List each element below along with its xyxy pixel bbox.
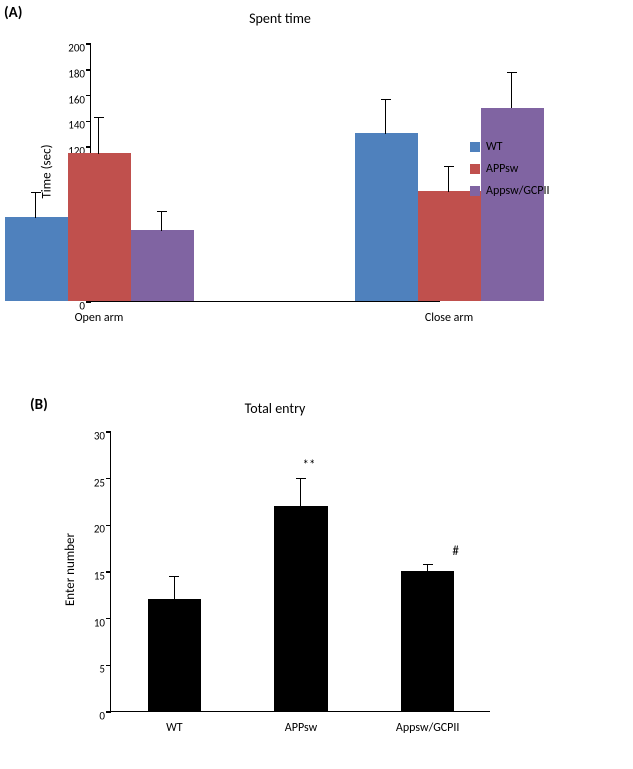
legend-item: APPsw (470, 162, 550, 176)
y-tick-label: 30 (94, 431, 111, 442)
bar (68, 153, 131, 301)
x-category-label: Appsw/GCPII (364, 711, 491, 735)
legend-label: Appsw/GCPII (486, 184, 550, 198)
chart-a-legend: WT APPsw Appsw/GCPII (470, 140, 550, 206)
x-category-label: APPsw (238, 711, 365, 735)
y-tick-label: 15 (94, 571, 111, 582)
x-category-label: WT (111, 711, 238, 735)
y-tick-label: 10 (94, 617, 111, 628)
chart-a-ylabel: Time (sec) (40, 144, 55, 198)
bar (5, 217, 68, 301)
legend-label: APPsw (486, 162, 518, 176)
chart-a: 020406080100120140160180200Open armClose… (90, 44, 440, 302)
y-tick-label: 200 (68, 43, 91, 54)
legend-swatch (470, 164, 480, 174)
y-tick-label: 5 (99, 664, 111, 675)
y-tick-label: 0 (99, 711, 111, 722)
chart-a-title: Spent time (0, 10, 560, 27)
y-tick-label: 160 (68, 94, 91, 105)
x-category-label: Close arm (355, 301, 544, 325)
chart-b-ylabel: Enter number (63, 533, 78, 606)
legend-item: Appsw/GCPII (470, 184, 550, 198)
y-tick-label: 140 (68, 120, 91, 131)
x-category-label: Open arm (5, 301, 194, 325)
significance-label: ** (289, 459, 329, 472)
y-tick-label: 20 (94, 524, 111, 535)
bar (355, 133, 418, 301)
legend-swatch (470, 142, 480, 152)
legend-swatch (470, 186, 480, 196)
y-tick-label: 180 (68, 68, 91, 79)
chart-b-title: Total entry (40, 400, 510, 417)
page: (A) Spent time 0204060801001201401601802… (0, 0, 633, 769)
bar (274, 506, 327, 711)
bar (148, 599, 201, 711)
chart-a-plot: 020406080100120140160180200Open armClose… (90, 44, 440, 302)
bar (131, 230, 194, 301)
chart-b: 051015202530WTAPPswAppsw/GCPII**# Enter … (110, 432, 490, 712)
legend-item: WT (470, 140, 550, 154)
y-tick-label: 25 (94, 477, 111, 488)
bar (401, 571, 454, 711)
significance-label: # (436, 545, 476, 558)
legend-label: WT (486, 140, 503, 154)
chart-b-plot: 051015202530WTAPPswAppsw/GCPII**# (110, 432, 490, 712)
bar (418, 191, 481, 301)
